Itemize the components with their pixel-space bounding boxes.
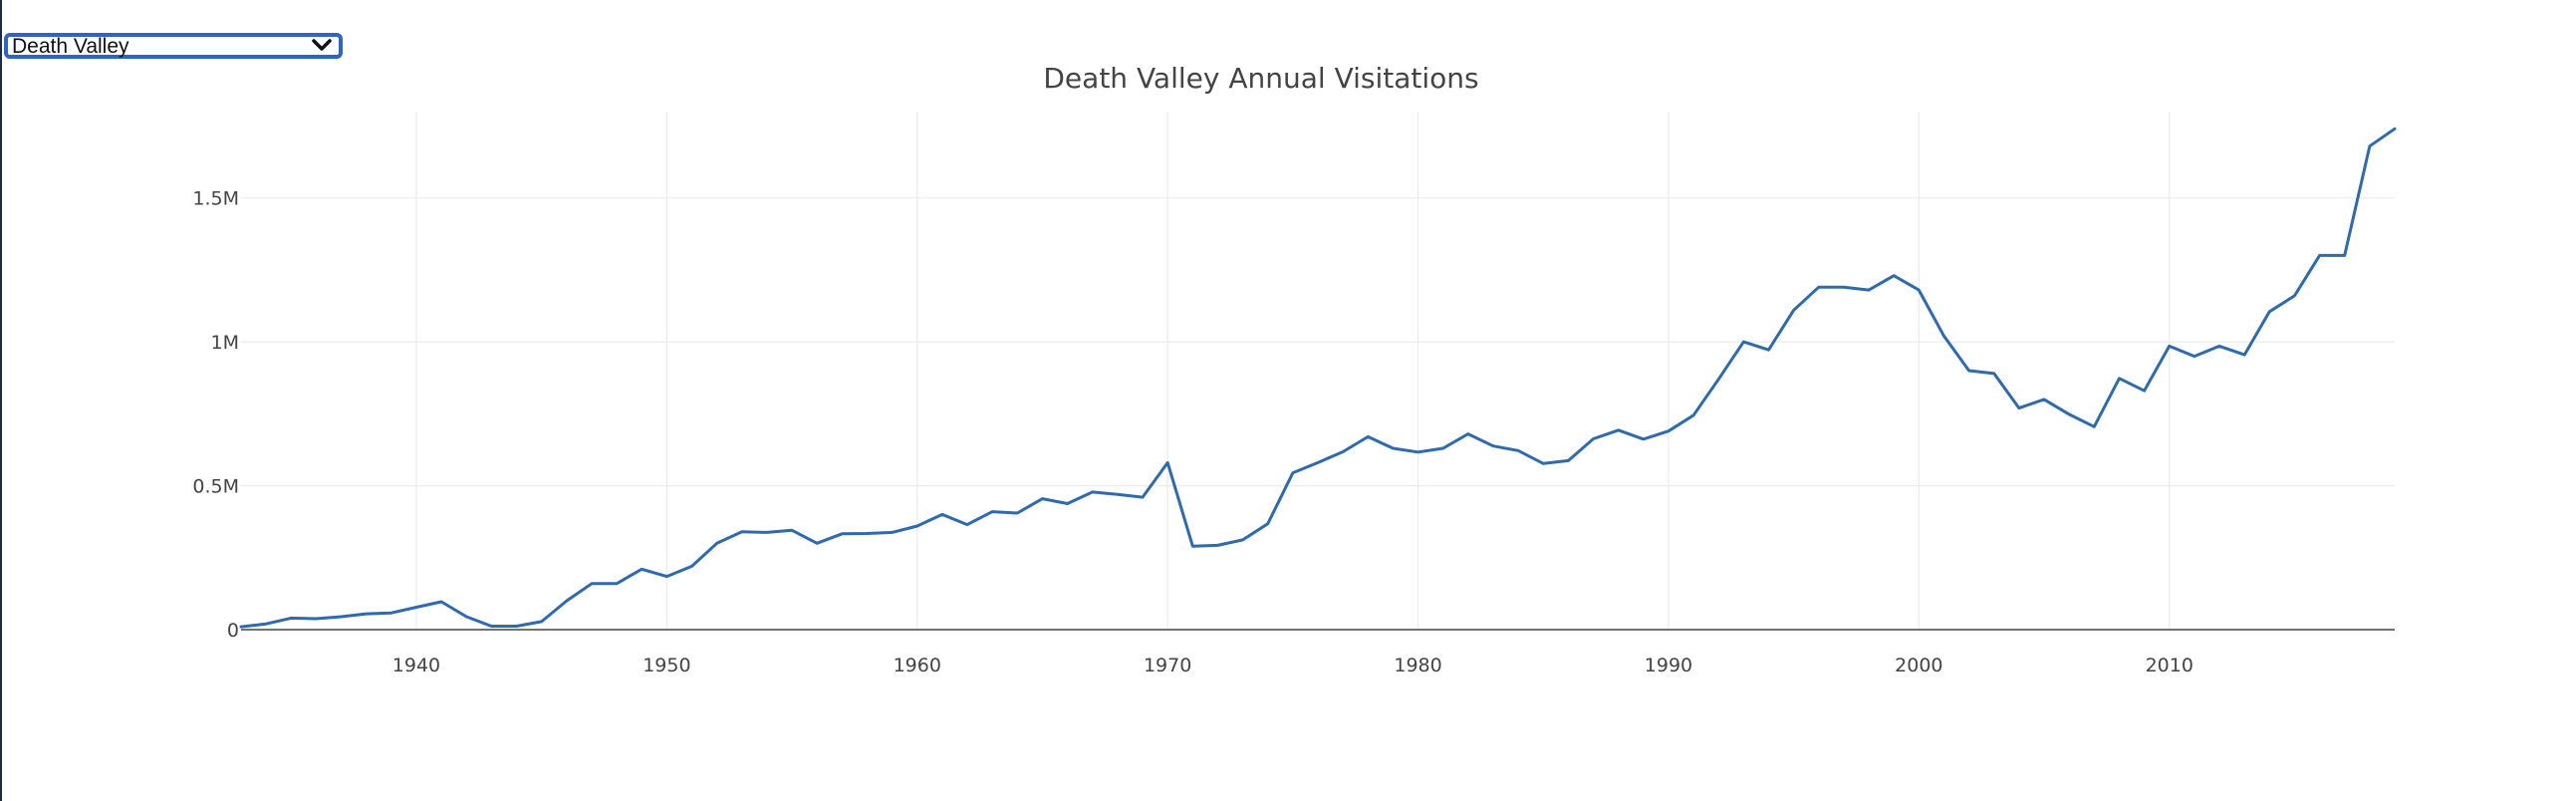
series-layer [239, 127, 2397, 629]
y-tick-label: 0.5M [192, 476, 239, 498]
park-select-value: Death Valley [12, 34, 129, 58]
x-tick-label: 1970 [1144, 655, 1191, 676]
x-tick-label: 1960 [894, 655, 941, 676]
y-tick-label: 0 [227, 620, 239, 642]
x-tick-label: 1990 [1645, 655, 1692, 676]
chart-title: Death Valley Annual Visitations [1043, 62, 1478, 95]
x-tick-label: 2010 [2146, 655, 2193, 676]
y-tick-label: 1M [211, 332, 239, 354]
window-left-edge [0, 0, 2, 801]
tick-labels: 1940 1950 1960 1970 1980 1990 2000 2010 0 0.5M 1M 1… [192, 188, 2193, 676]
grid-lines [241, 112, 2395, 630]
park-select-dropdown[interactable]: Death Valley [4, 33, 343, 59]
x-tick-label: 1940 [392, 655, 440, 676]
y-tick-label: 1.5M [192, 188, 239, 210]
x-tick-label: 2000 [1895, 655, 1942, 676]
series-line [239, 127, 2397, 629]
x-tick-label: 1980 [1394, 655, 1441, 676]
x-tick-label: 1950 [643, 655, 690, 676]
chevron-down-icon [312, 39, 332, 51]
